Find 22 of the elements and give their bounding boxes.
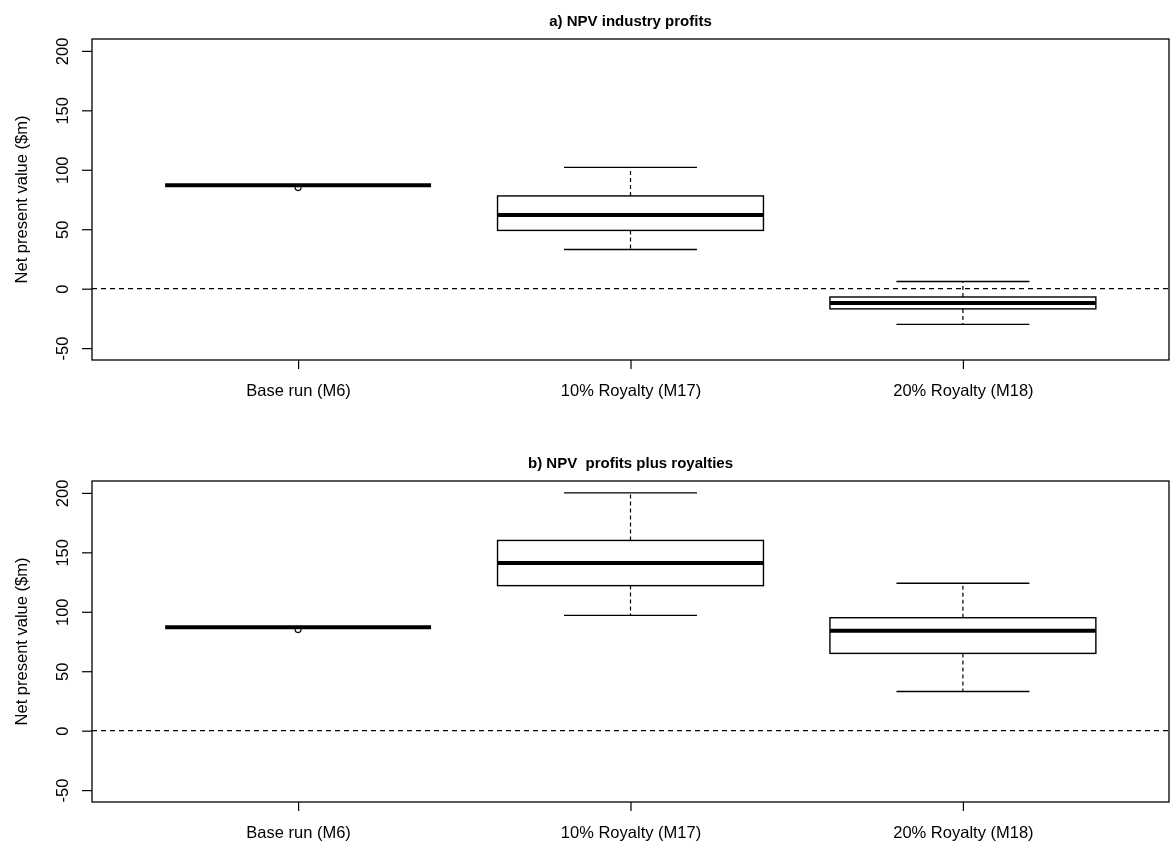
y-tick-label: 200 [53, 37, 71, 66]
y-axis-title: Net present value ($m) [12, 115, 30, 284]
y-tick-label: 50 [53, 220, 71, 239]
y-tick-label: 100 [53, 156, 71, 185]
y-tick-label: -50 [53, 336, 71, 361]
x-tick-label: 10% Royalty (M17) [560, 381, 702, 399]
y-tick-label: 0 [53, 726, 71, 736]
y-tick-label: 0 [53, 284, 71, 294]
y-tick-label: 50 [53, 662, 71, 681]
x-tick-label: 10% Royalty (M17) [560, 823, 702, 841]
chart-title: a) NPV industry profits [549, 12, 712, 29]
y-tick-label: 100 [53, 598, 71, 627]
chart-title: b) NPV profits plus royalties [527, 454, 734, 471]
x-tick-label: Base run (M6) [246, 823, 351, 841]
x-tick-label: 20% Royalty (M18) [893, 381, 1034, 399]
y-tick-label: 200 [53, 479, 71, 508]
y-tick-label: 150 [53, 97, 71, 125]
y-tick-label: -50 [53, 778, 71, 803]
x-tick-label: 20% Royalty (M18) [893, 823, 1034, 841]
y-tick-label: 150 [53, 539, 71, 567]
x-tick-label: Base run (M6) [246, 381, 351, 399]
y-axis-title: Net present value ($m) [12, 557, 30, 726]
